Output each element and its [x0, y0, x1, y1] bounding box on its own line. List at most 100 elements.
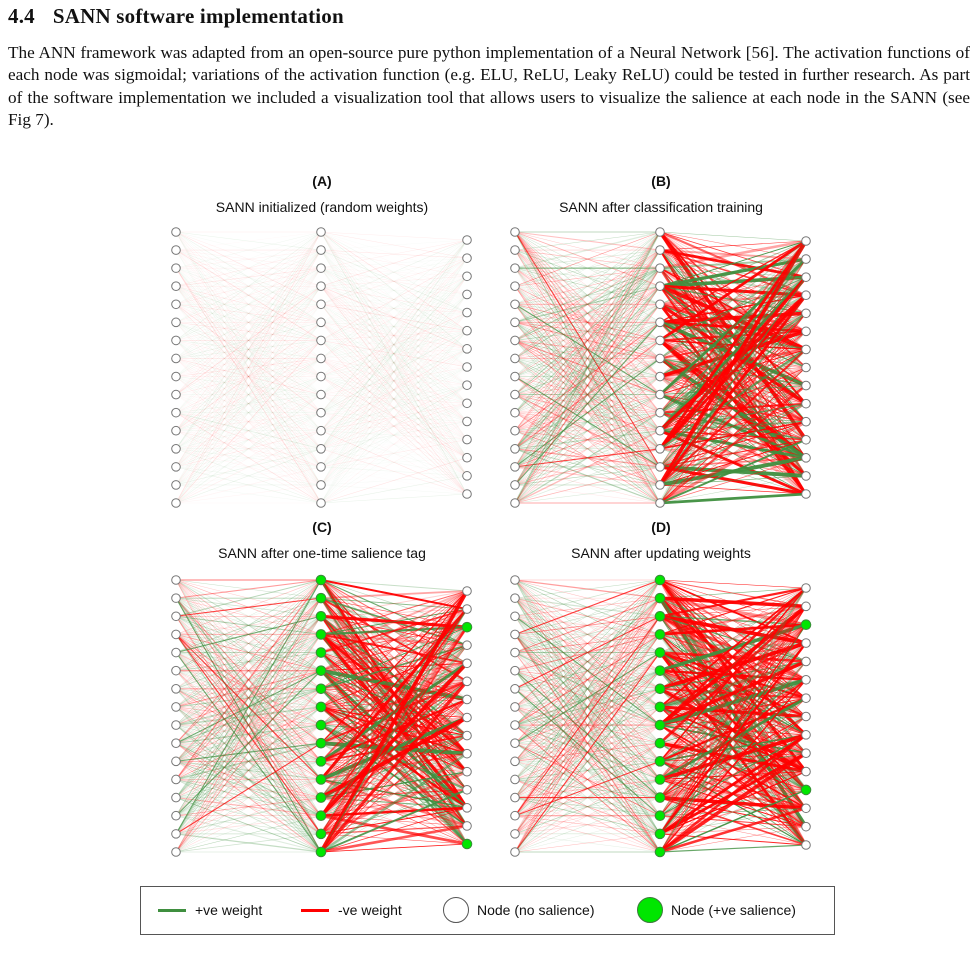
negative-weight-edge	[175, 394, 322, 486]
positive-weight-edge	[514, 430, 661, 504]
negative-weight-edge	[514, 634, 661, 762]
positive-weight-edge	[175, 616, 322, 835]
hidden-node	[655, 444, 665, 454]
negative-weight-edge	[658, 240, 808, 486]
hidden-node	[316, 480, 326, 490]
negative-weight-edge	[514, 339, 661, 450]
negative-weight-edge	[175, 815, 322, 835]
negative-weight-edge	[514, 448, 661, 468]
positive-weight-edge	[320, 608, 468, 853]
positive-weight-edge	[175, 394, 322, 413]
positive-weight-edge	[175, 231, 322, 449]
positive-weight-edge	[320, 384, 468, 432]
negative-weight-edge	[320, 412, 468, 458]
input-node	[171, 371, 181, 382]
positive-weight-edge	[175, 688, 322, 817]
input-node	[171, 593, 181, 603]
input-node	[171, 629, 181, 640]
negative-weight-edge	[320, 590, 468, 690]
negative-weight-edge	[320, 348, 468, 432]
positive-weight-edge	[175, 779, 322, 817]
positive-weight-edge	[175, 688, 322, 708]
negative-weight-edge	[175, 231, 322, 504]
positive-weight-edge	[175, 231, 322, 377]
positive-weight-edge	[514, 670, 661, 689]
negative-weight-edge	[514, 286, 661, 486]
positive-weight-edge	[514, 358, 661, 413]
negative-weight-edge	[320, 322, 468, 440]
negative-weight-edge	[320, 366, 468, 486]
positive-weight-edge	[320, 258, 468, 504]
salient-hidden-node	[654, 792, 666, 803]
positive-weight-edge	[514, 358, 661, 486]
negative-weight-edge	[514, 267, 661, 287]
input-node	[171, 317, 181, 328]
positive-weight-edge	[175, 743, 322, 853]
negative-weight-edge	[175, 688, 322, 744]
positive-weight-edge	[514, 670, 661, 744]
negative-weight-edge	[514, 670, 661, 798]
positive-weight-edge	[320, 384, 468, 486]
positive-weight-edge	[175, 376, 322, 431]
negative-weight-edge	[514, 285, 661, 395]
negative-weight-edge	[320, 231, 468, 331]
positive-weight-edge	[175, 724, 322, 744]
negative-weight-edge	[320, 231, 468, 386]
positive-weight-edge	[514, 267, 661, 449]
positive-weight-edge	[514, 358, 661, 395]
negative-weight-edge	[320, 267, 468, 368]
negative-weight-edge	[175, 670, 322, 780]
negative-weight-edge	[175, 634, 322, 762]
positive-weight-edge	[175, 615, 322, 726]
positive-weight-edge	[175, 448, 322, 468]
positive-weight-edge	[514, 340, 661, 377]
positive-weight-edge	[320, 267, 468, 350]
positive-weight-edge	[175, 616, 322, 744]
positive-weight-edge	[659, 231, 807, 242]
output-node	[801, 766, 811, 777]
negative-weight-edge	[514, 597, 661, 780]
positive-weight-edge	[514, 688, 661, 726]
positive-weight-edge	[175, 322, 322, 377]
negative-weight-edge	[175, 688, 322, 780]
positive-weight-edge	[514, 267, 661, 413]
negative-weight-edge	[175, 634, 322, 653]
negative-weight-edge	[320, 358, 468, 404]
positive-weight-edge	[514, 358, 661, 377]
positive-weight-edge	[320, 330, 468, 377]
input-node	[510, 665, 520, 676]
output-node	[462, 325, 472, 336]
positive-weight-edge	[320, 330, 468, 486]
hidden-node	[655, 480, 665, 490]
negative-weight-edge	[659, 587, 807, 653]
positive-weight-edge	[320, 466, 468, 477]
positive-weight-edge	[175, 340, 322, 449]
negative-weight-edge	[175, 670, 322, 798]
input-node	[171, 575, 181, 585]
positive-weight-edge	[175, 634, 322, 798]
salient-hidden-node	[654, 810, 666, 822]
hidden-node	[316, 407, 326, 418]
positive-weight-edge	[175, 358, 322, 486]
hidden-node	[655, 317, 665, 328]
negative-weight-edge	[175, 706, 322, 835]
negative-weight-edge	[659, 384, 807, 504]
hidden-node	[655, 462, 665, 472]
negative-weight-edge	[659, 239, 807, 342]
negative-weight-edge	[514, 231, 661, 432]
positive-weight-edge	[320, 384, 468, 413]
negative-weight-edge	[514, 249, 661, 432]
negative-weight-edge	[514, 322, 661, 504]
negative-weight-edge	[175, 597, 322, 762]
negative-weight-edge	[659, 240, 807, 414]
panel-d-network	[510, 574, 812, 858]
negative-weight-edge	[514, 231, 661, 450]
positive-weight-edge	[175, 616, 322, 708]
negative-weight-edge	[514, 466, 661, 504]
negative-weight-edge	[514, 579, 661, 671]
negative-weight-edge	[175, 412, 322, 431]
positive-weight-edge	[175, 761, 322, 780]
positive-weight-edge	[175, 634, 322, 726]
hidden-node	[655, 371, 665, 382]
input-node	[171, 353, 181, 364]
